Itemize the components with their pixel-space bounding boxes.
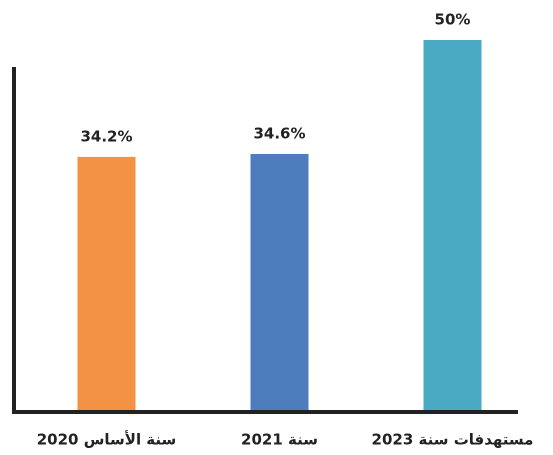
x-tick-label: سنة 2021 xyxy=(241,431,318,449)
x-tick-label: مستهدفات سنة 2023 xyxy=(372,431,534,449)
value-label: 50% xyxy=(435,11,471,29)
value-label: 34.6% xyxy=(253,124,305,142)
bar xyxy=(423,40,482,410)
bar xyxy=(77,156,136,410)
bar xyxy=(250,153,309,410)
value-label: 34.2% xyxy=(80,127,132,145)
x-tick-label: سنة الأساس 2020 xyxy=(37,431,177,449)
